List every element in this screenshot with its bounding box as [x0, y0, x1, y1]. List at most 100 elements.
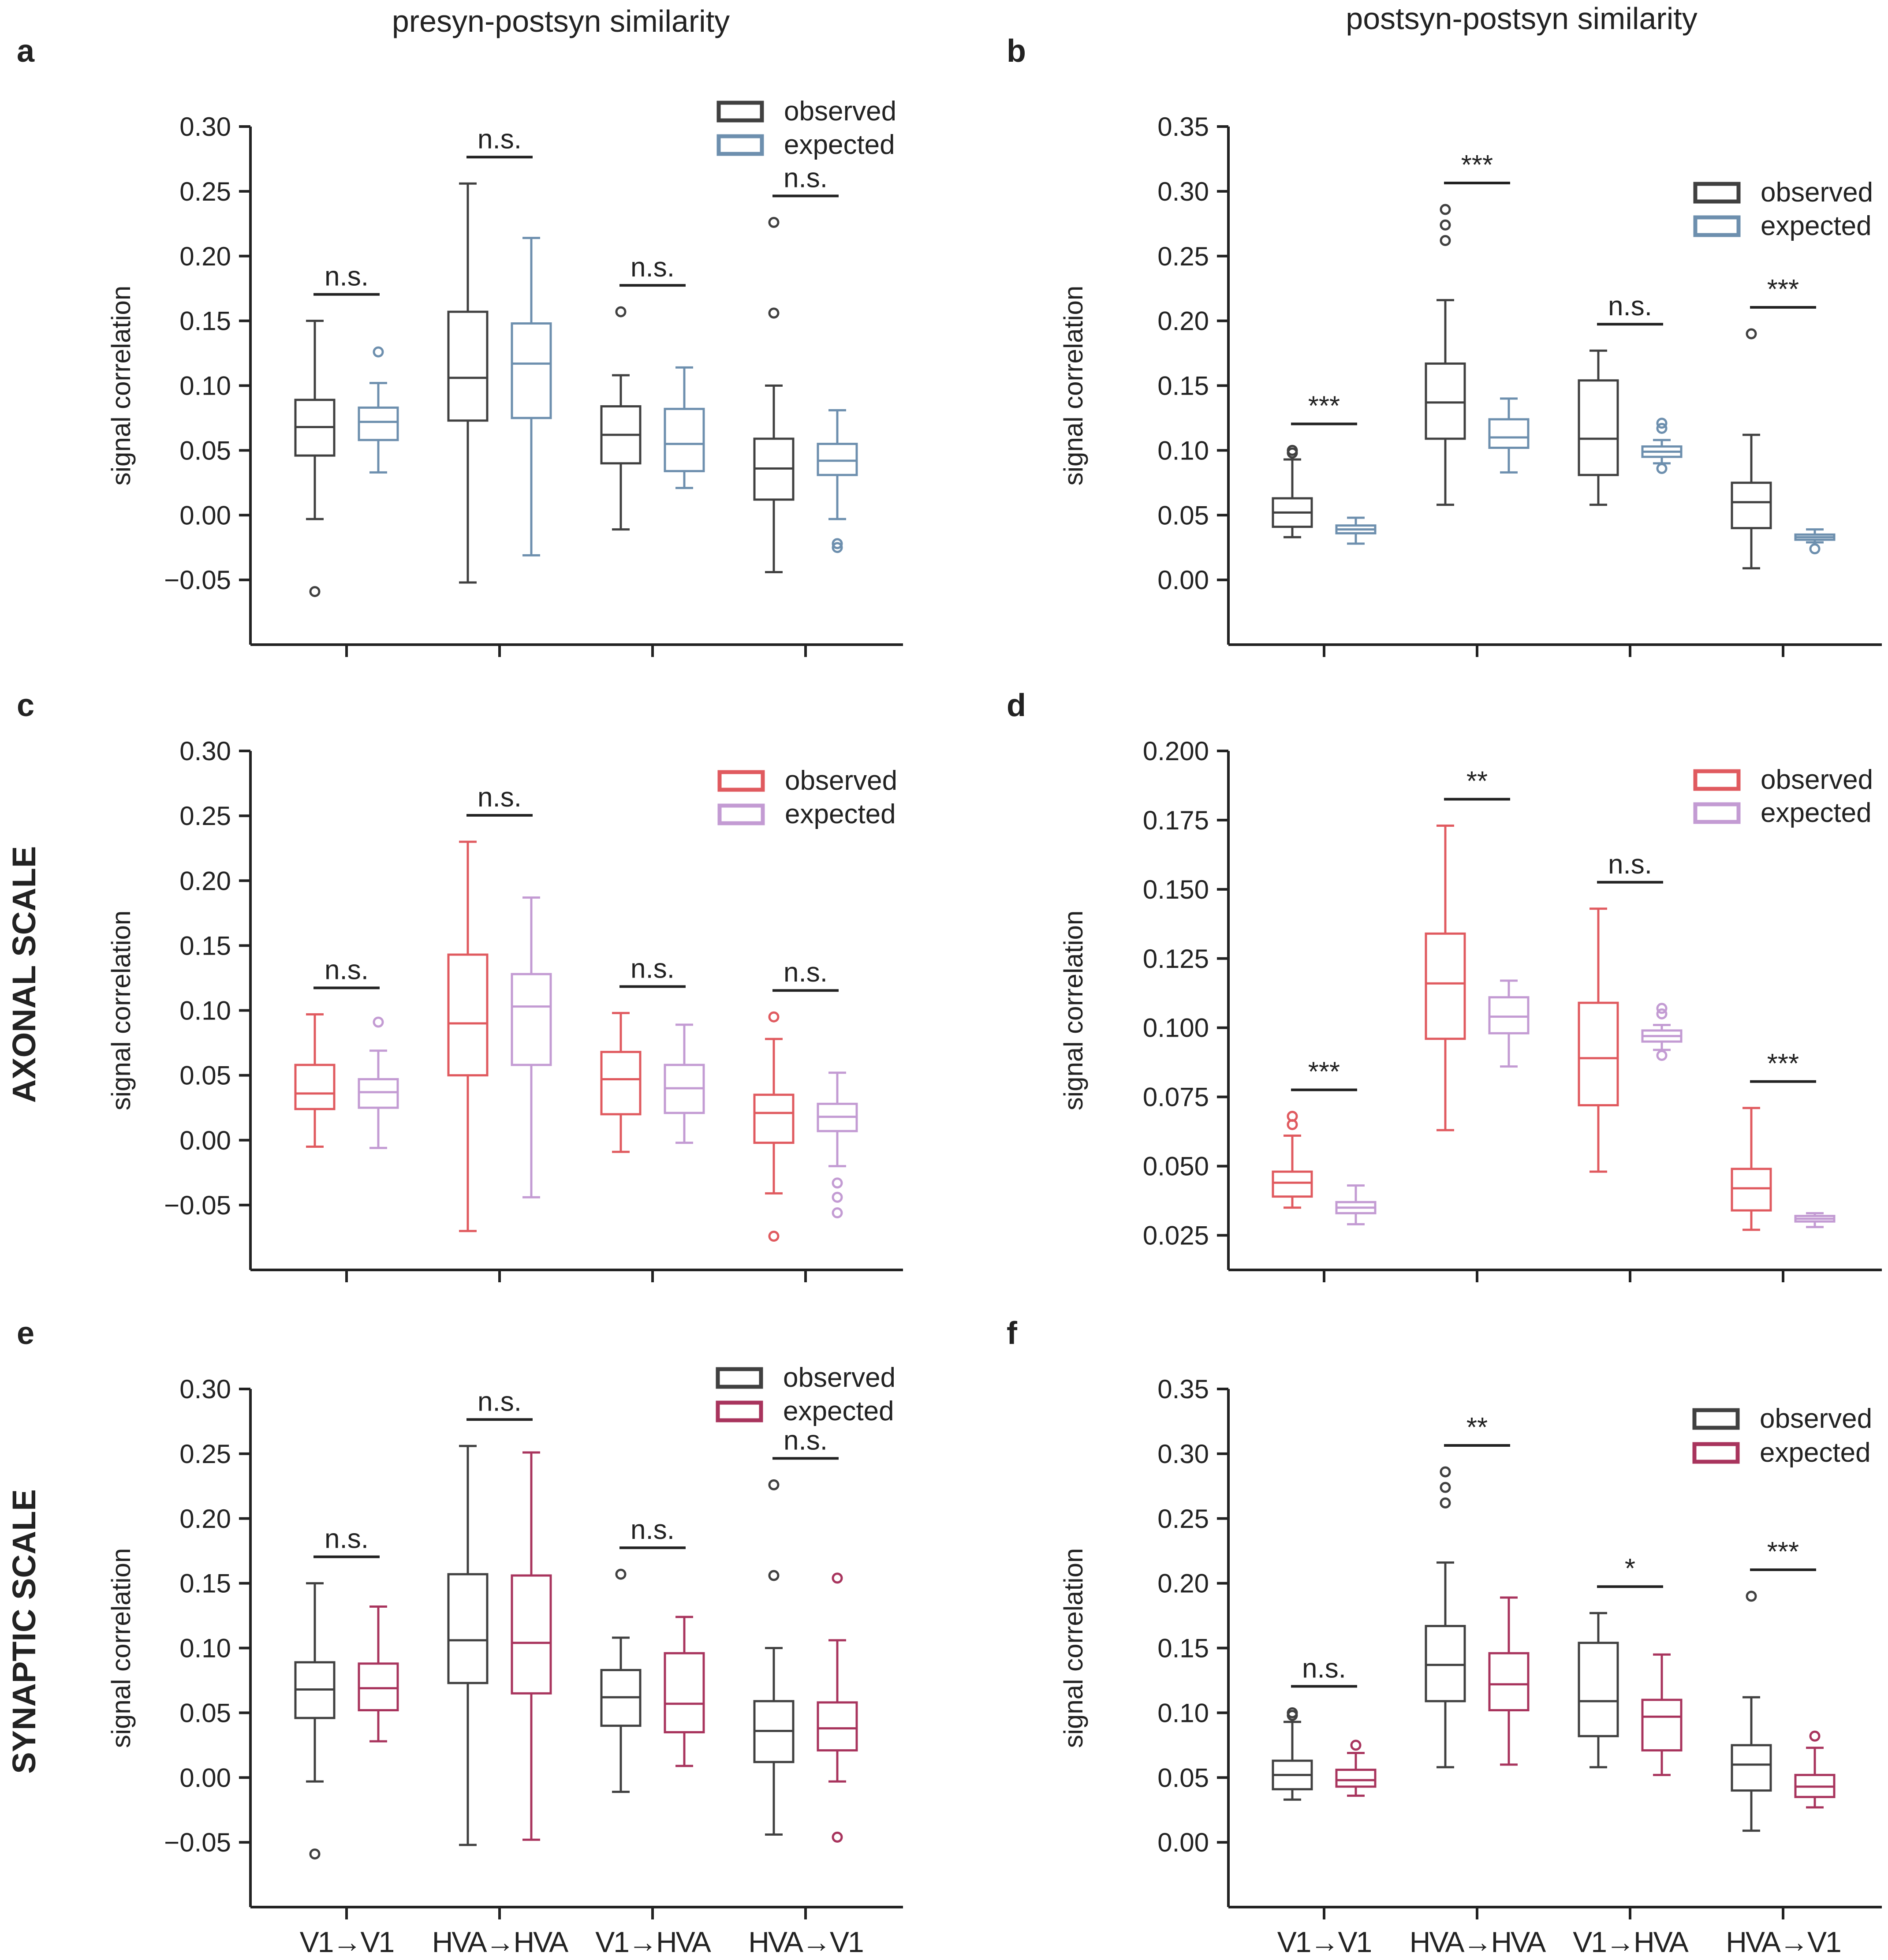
observed-box: [1272, 1707, 1313, 1801]
outlier-point: [832, 1191, 843, 1203]
y-tick-label: 0.10: [1157, 1698, 1209, 1728]
significance-label: n.s.: [325, 955, 369, 985]
panel-c: c signal correlation 0.30 0.25 0.20 0.15 0.10 0…: [17, 688, 903, 1282]
panel-letter-a: a: [17, 34, 35, 69]
significance-label: ***: [1308, 1057, 1340, 1087]
expected-box: [817, 1572, 858, 1843]
outlier-point: [768, 1570, 780, 1581]
expected-box: [817, 409, 858, 553]
y-tick-label: 0.05: [179, 1698, 231, 1728]
iqr-box: [1731, 1168, 1772, 1212]
outlier-point: [768, 1230, 780, 1242]
outlier-point: [373, 1016, 384, 1028]
y-axis-label: signal correlation: [1059, 286, 1088, 486]
legend-swatch-expected: [716, 1400, 763, 1422]
y-axis-label: signal correlation: [106, 911, 136, 1111]
observed-box: [1272, 1111, 1313, 1209]
expected-box: [511, 1451, 552, 1841]
x-tick-label: HVA→V1: [748, 1926, 863, 1958]
expected-box: [358, 346, 399, 474]
observed-box: [447, 840, 489, 1232]
y-tick-label: 0.20: [1157, 1569, 1209, 1598]
iqr-box: [447, 953, 489, 1077]
legend-swatch-observed: [716, 101, 764, 123]
observed-box: [1272, 444, 1313, 538]
panel-b: b signal correlation 0.35 0.30 0.25 0.20 0.15 0…: [1007, 34, 1882, 657]
panel-letter-f: f: [1007, 1316, 1018, 1351]
y-tick-label: 0.05: [179, 1061, 231, 1090]
legend-swatch-observed: [716, 1367, 763, 1389]
iqr-box: [511, 1574, 552, 1695]
observed-box: [1578, 1612, 1619, 1769]
y-tick-label: 0.25: [179, 177, 231, 206]
observed-box: [1731, 1590, 1772, 1832]
expected-box: [817, 1071, 858, 1219]
expected-box: [664, 1616, 705, 1767]
x-tick-label: HVA→V1: [1726, 1926, 1840, 1958]
significance-label: n.s.: [478, 1386, 522, 1417]
iqr-box: [1578, 1001, 1619, 1106]
legend-label-expected: expected: [1761, 798, 1872, 828]
observed-box: [1578, 907, 1619, 1173]
iqr-box: [511, 973, 552, 1066]
y-tick-label: 0.10: [179, 371, 231, 401]
expected-box: [664, 366, 705, 489]
outlier-point: [768, 1479, 780, 1490]
significance-label: n.s.: [784, 957, 828, 988]
panel-a: a signal correlation 0.30 0.25 0.20 0.15 0.10 0…: [17, 34, 903, 657]
significance-label: *: [1625, 1553, 1635, 1584]
y-tick-label: 0.35: [1157, 112, 1209, 142]
legend-label-observed: observed: [784, 96, 896, 127]
y-tick-label: 0.25: [179, 1439, 231, 1469]
observed-box: [600, 306, 642, 531]
y-tick-label: 0.05: [179, 436, 231, 465]
x-tick-label: V1→HVA: [1573, 1926, 1689, 1958]
outlier-point: [373, 346, 384, 358]
observed-box: [1578, 349, 1619, 506]
legend-label-expected: expected: [784, 130, 895, 160]
outlier-point: [768, 217, 780, 228]
observed-box: [753, 1479, 795, 1836]
expected-box: [1335, 1740, 1377, 1797]
outlier-point: [1440, 1482, 1451, 1493]
outlier-point: [832, 1177, 843, 1189]
observed-box: [294, 320, 336, 597]
y-tick-label: 0.20: [179, 1504, 231, 1534]
significance-label: n.s.: [478, 124, 522, 154]
observed-box: [1425, 204, 1466, 506]
y-tick-label: 0.05: [1157, 500, 1209, 530]
outlier-point: [1656, 463, 1668, 474]
expected-box: [664, 1023, 705, 1144]
panel-d: d signal correlation 0.200 0.175 0.150 0.125 0…: [1007, 688, 1882, 1282]
iqr-box: [817, 443, 858, 476]
panel-e: e signal correlation 0.30 0.25 0.20 0.15 0.10 0…: [17, 1316, 903, 1958]
legend-swatch-observed: [717, 770, 765, 792]
iqr-box: [1488, 418, 1530, 449]
expected-box: [1794, 528, 1836, 555]
legend-swatch-observed: [1693, 769, 1741, 791]
iqr-box: [1425, 1625, 1466, 1702]
outlier-point: [768, 1011, 780, 1023]
outlier-point: [309, 586, 321, 597]
outlier-point: [832, 538, 843, 549]
significance-label: n.s.: [1302, 1653, 1346, 1684]
outlier-point: [768, 307, 780, 319]
x-tick-label: V1→V1: [1277, 1926, 1371, 1958]
row-label-axonal: AXONAL SCALE: [6, 846, 42, 1103]
iqr-box: [1641, 1699, 1683, 1752]
y-tick-label: 0.30: [1157, 177, 1209, 206]
outlier-point: [1809, 1730, 1821, 1742]
iqr-box: [1578, 379, 1619, 476]
expected-box: [1641, 1003, 1683, 1061]
observed-box: [600, 1568, 642, 1793]
iqr-box: [753, 1094, 795, 1144]
legend-label-expected: expected: [785, 799, 896, 829]
y-tick-label: 0.050: [1143, 1152, 1209, 1181]
y-tick-label: 0.00: [179, 500, 231, 530]
y-tick-label: 0.10: [1157, 436, 1209, 465]
outlier-point: [1287, 1707, 1298, 1718]
y-tick-label: −0.05: [164, 565, 231, 595]
outlier-point: [615, 1568, 627, 1580]
y-tick-label: 0.25: [179, 801, 231, 831]
